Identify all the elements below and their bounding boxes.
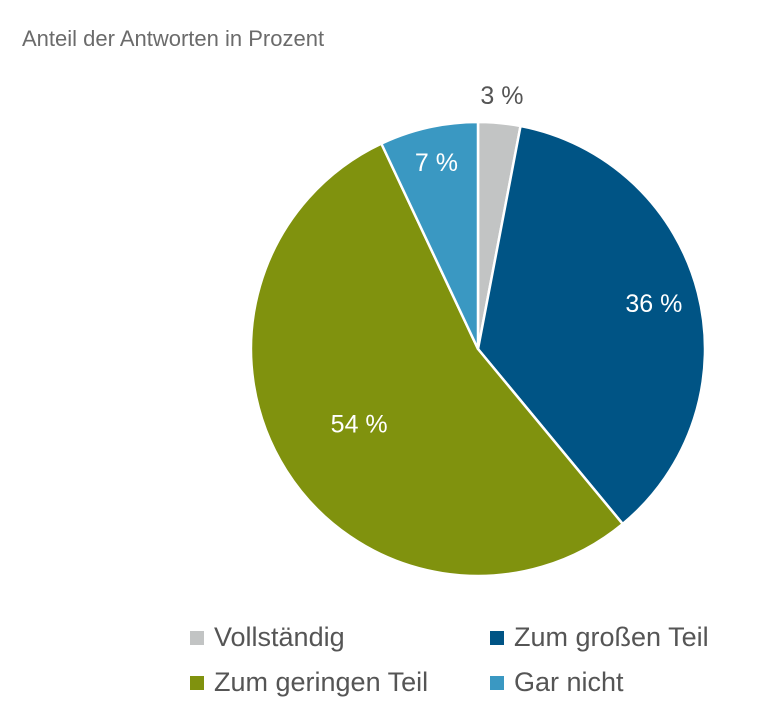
pie-slice-2 <box>249 142 624 578</box>
legend-label: Gar nicht <box>514 667 624 697</box>
legend-item-zum-grossen-teil: Zum großen Teil <box>490 622 750 653</box>
legend-label: Vollständig <box>214 622 345 652</box>
legend-swatch <box>490 675 504 690</box>
pie-slice-1 <box>476 124 707 526</box>
pie-slice-3 <box>380 120 480 351</box>
data-label-0: 3 % <box>480 82 523 110</box>
legend-swatch <box>190 630 204 645</box>
chart-legend: Vollständig Zum großen Teil Zum geringen… <box>190 622 750 698</box>
legend-item-vollstaendig: Vollständig <box>190 622 490 653</box>
data-label-2: 54 % <box>331 410 388 438</box>
legend-item-gar-nicht: Gar nicht <box>490 667 750 698</box>
chart-subtitle: Anteil der Antworten in Prozent <box>22 26 325 51</box>
data-label-3: 7 % <box>415 149 458 177</box>
legend-swatch <box>190 675 204 690</box>
data-label-1: 36 % <box>625 290 682 318</box>
legend-item-zum-geringen-teil: Zum geringen Teil <box>190 667 490 698</box>
legend-label: Zum großen Teil <box>514 622 709 652</box>
legend-label: Zum geringen Teil <box>214 667 429 697</box>
legend-swatch <box>490 630 504 645</box>
